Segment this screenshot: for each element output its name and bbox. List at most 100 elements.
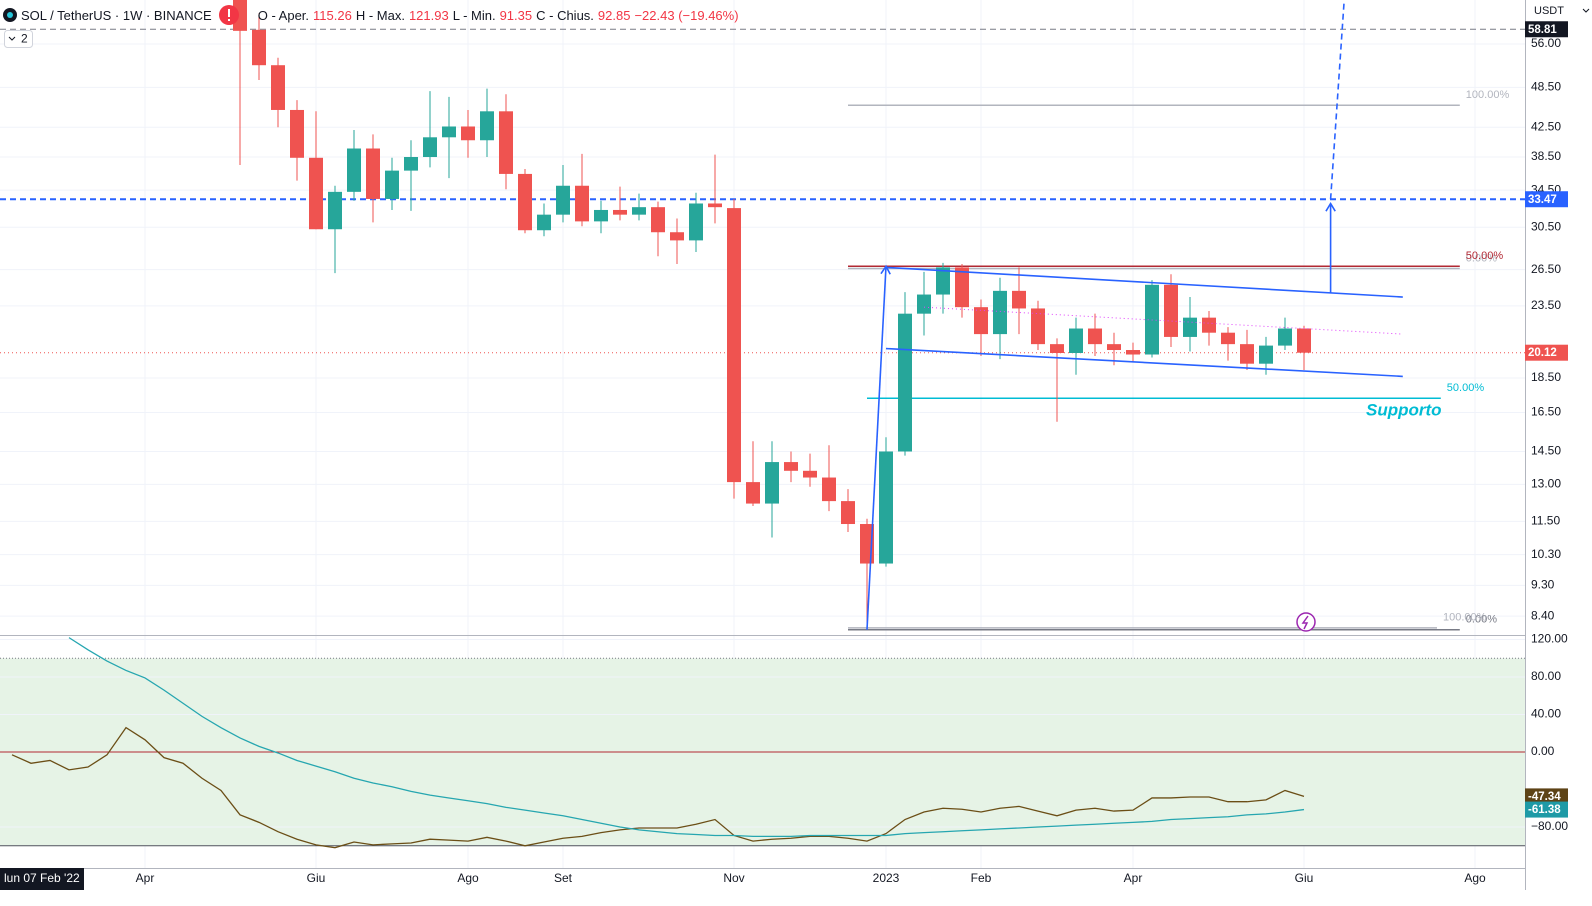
price-tag xyxy=(1525,788,1568,805)
fib-label: 100.00% xyxy=(1466,89,1510,101)
candle-body xyxy=(537,214,551,231)
y-tick-label: 80.00 xyxy=(1531,669,1561,683)
candle-body xyxy=(404,157,418,171)
x-tick-label: Feb xyxy=(971,871,992,885)
bolt-icon xyxy=(1296,612,1316,632)
indicator-line xyxy=(11,726,1305,849)
candle-body xyxy=(613,209,627,215)
annotation: Supporto xyxy=(1366,400,1442,419)
change: −22.43 (−19.46%) xyxy=(634,7,739,23)
y-tick-label: 26.50 xyxy=(1531,262,1561,276)
trend-line xyxy=(1329,0,1346,200)
high-value: 121.93 xyxy=(408,7,449,23)
pane-toggle[interactable] xyxy=(4,30,33,48)
price-pane: 100.00%0.00%50.00%50.00%0.00%100.00% xyxy=(0,0,1525,635)
price-tag xyxy=(1525,191,1568,208)
y-tick-label: −80.00 xyxy=(1531,819,1568,833)
candle-body xyxy=(518,173,532,231)
close-label: C - Chius. xyxy=(536,7,594,23)
price-tag xyxy=(1525,344,1568,361)
candle-body xyxy=(366,148,380,199)
candle-body xyxy=(993,290,1007,335)
candle-body xyxy=(461,126,475,141)
x-tick-label: Apr xyxy=(136,871,155,885)
trend-line xyxy=(885,266,1403,298)
candle-body xyxy=(974,307,988,335)
price-tag xyxy=(1525,801,1568,818)
y-tick-label: 14.50 xyxy=(1531,444,1561,458)
candle-body xyxy=(1240,344,1254,364)
pane-count: 2 xyxy=(21,32,28,46)
fib-label: 0.00% xyxy=(1466,252,1497,264)
price-tag-label: -47.34 xyxy=(1528,791,1561,803)
candle-body xyxy=(1259,345,1273,364)
legend-header: SOL / TetherUS · 1W · BINANCE O - Aper. 1… xyxy=(0,4,743,26)
cursor-box xyxy=(0,868,84,890)
y-tick-label: 56.00 xyxy=(1531,36,1561,50)
arrow-head xyxy=(1325,201,1336,212)
y-tick-label: 9.30 xyxy=(1531,578,1555,592)
candle-body xyxy=(651,207,665,233)
currency[interactable]: USDT xyxy=(1534,5,1564,17)
candle-body xyxy=(423,137,437,158)
candle-body xyxy=(1126,350,1140,355)
y-tick-label: 42.50 xyxy=(1531,119,1561,133)
candle-body xyxy=(233,0,247,31)
x-tick-label: Set xyxy=(554,871,573,885)
low-value: 91.35 xyxy=(499,7,533,23)
indicator-pane xyxy=(0,636,1525,868)
high-label: H - Max. xyxy=(355,7,405,23)
candle-body xyxy=(556,185,570,215)
x-tick-label: Giu xyxy=(307,871,326,885)
cursor-date: lun 07 Feb '22 xyxy=(4,871,80,885)
low-label: L - Min. xyxy=(452,7,496,23)
alert-icon[interactable] xyxy=(218,4,240,26)
fib-label: 50.00% xyxy=(1447,382,1485,394)
y-tick-label: 18.50 xyxy=(1531,370,1561,384)
y-tick-label: 16.50 xyxy=(1531,405,1561,419)
candle-body xyxy=(290,109,304,158)
price-tag-label: 20.12 xyxy=(1528,347,1557,359)
candle-body xyxy=(841,501,855,525)
open-value: 115.26 xyxy=(313,7,352,23)
candle-body xyxy=(499,111,513,174)
candle-body xyxy=(1183,317,1197,337)
x-tick-label: Apr xyxy=(1124,871,1143,885)
open-label: O - Aper. xyxy=(257,7,310,23)
candle-body xyxy=(746,482,760,504)
candle-body xyxy=(1107,344,1121,351)
price-tag-label: 58.81 xyxy=(1528,24,1557,36)
candle-body xyxy=(1164,284,1178,337)
candle-body xyxy=(670,232,684,241)
candle-body xyxy=(1297,328,1311,353)
price-tag xyxy=(1525,21,1568,38)
candle-body xyxy=(1278,328,1292,346)
y-tick-label: 23.50 xyxy=(1531,298,1561,312)
candle-body xyxy=(1221,332,1235,345)
y-tick-label: 10.30 xyxy=(1531,547,1561,561)
candle-body xyxy=(917,294,931,314)
y-tick-label: 48.50 xyxy=(1531,80,1561,94)
x-tick-label: Ago xyxy=(1464,871,1486,885)
y-tick-label: 13.00 xyxy=(1531,477,1561,491)
candle-body xyxy=(1202,317,1216,333)
x-tick-label: Nov xyxy=(723,871,744,885)
y-tick-label: 120.00 xyxy=(1531,632,1568,646)
candle-body xyxy=(632,207,646,215)
symbol[interactable]: SOL / TetherUS · 1W · BINANCE xyxy=(21,7,212,23)
x-tick-label: Giu xyxy=(1295,871,1314,885)
indicator-line xyxy=(68,637,1305,838)
trend-line xyxy=(885,347,1403,378)
candle-body xyxy=(708,203,722,208)
chevron xyxy=(1582,8,1590,13)
candle-body xyxy=(480,111,494,141)
y-tick-label: 11.50 xyxy=(1531,514,1560,528)
candle-body xyxy=(442,126,456,138)
y-tick-label: 8.40 xyxy=(1531,608,1555,622)
price-tag-label: -61.38 xyxy=(1528,804,1561,816)
candle-body xyxy=(803,470,817,478)
axes: Apr Giu Ago Set Nov 2023 Feb Apr Giu Ago 56.00 48.5… xyxy=(136,21,1568,885)
arrow-head xyxy=(880,264,891,275)
candle-body xyxy=(936,267,950,295)
fib-label: 0.00% xyxy=(1466,614,1497,626)
